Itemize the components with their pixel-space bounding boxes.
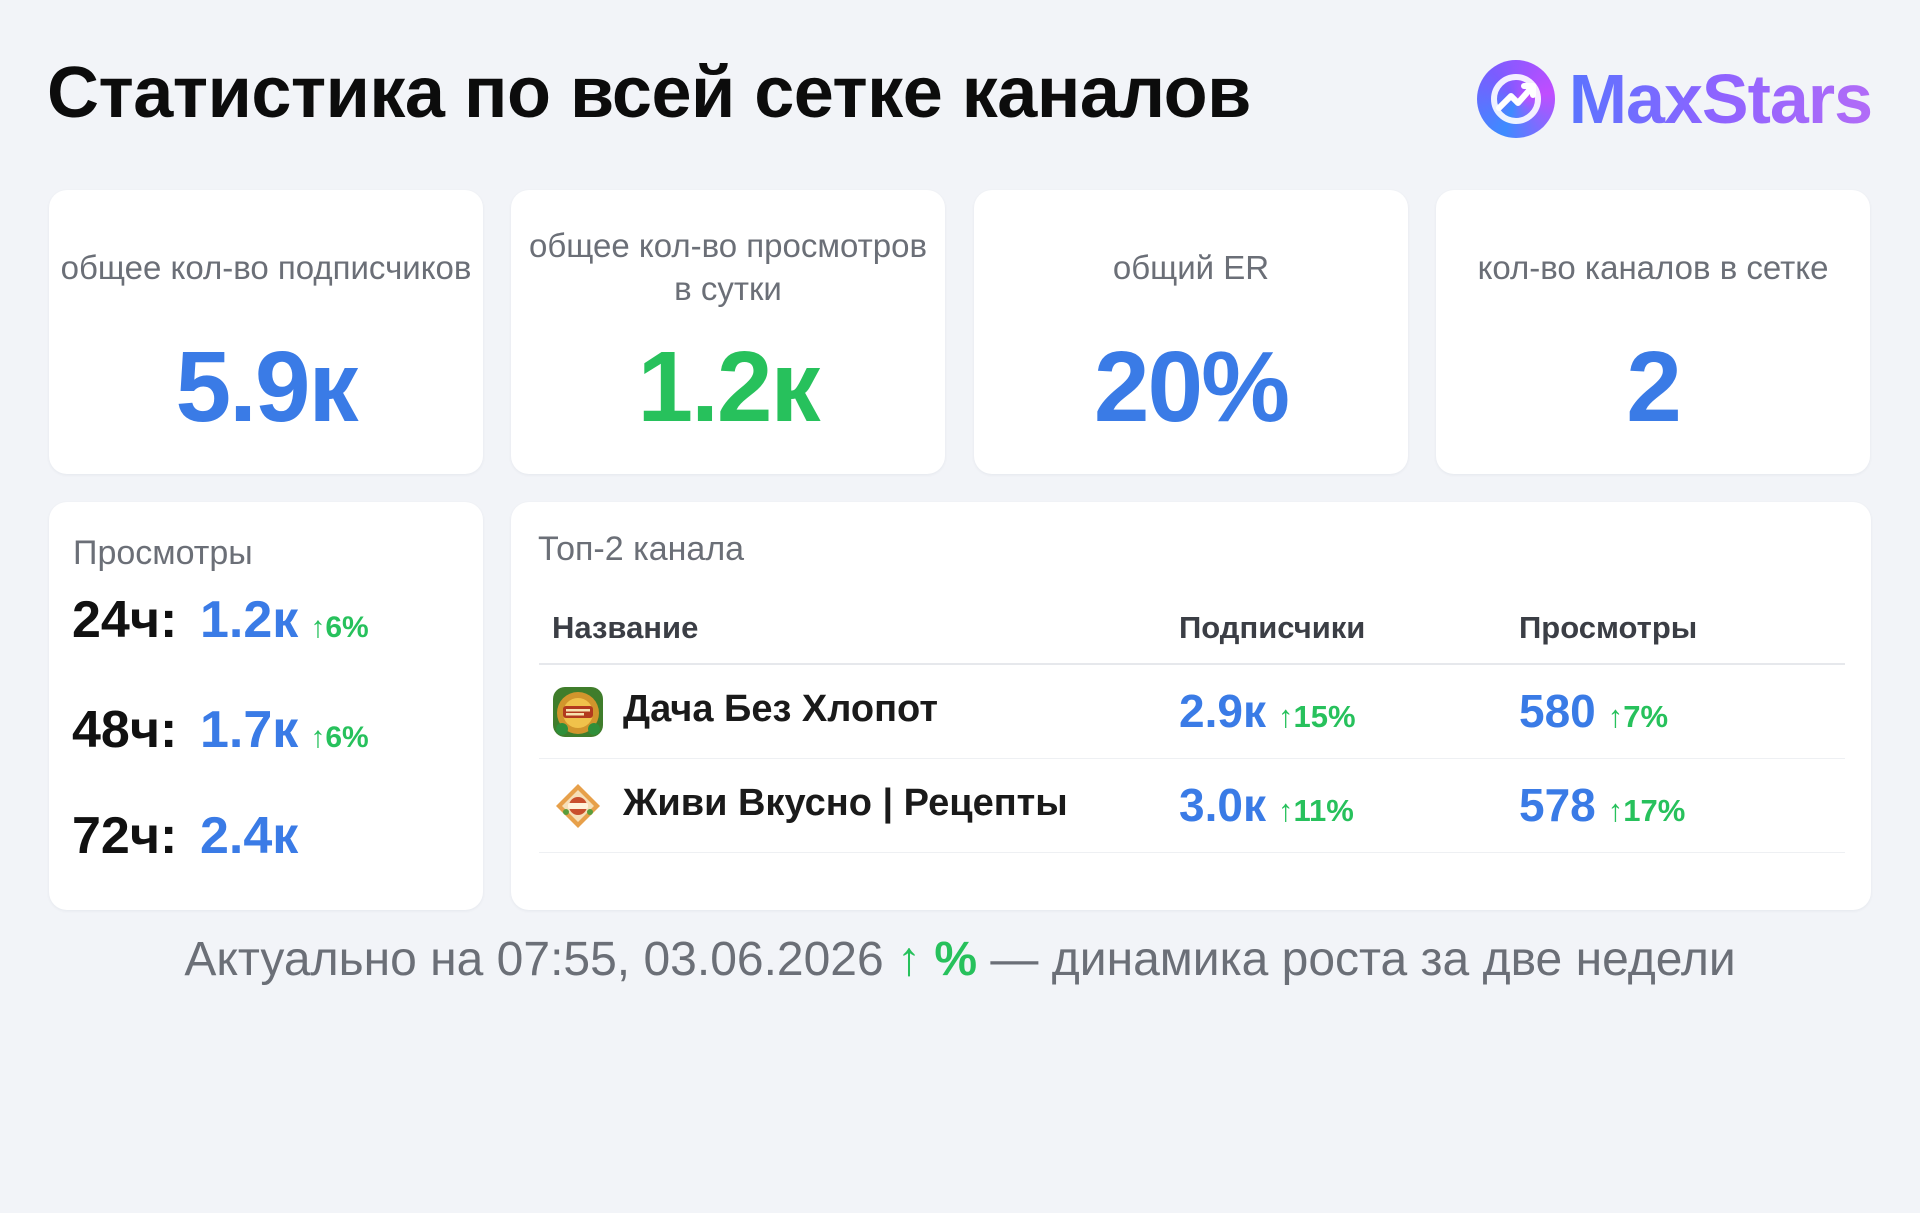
views-value: 580	[1519, 685, 1596, 737]
maxstars-logo-icon	[1476, 60, 1555, 138]
page-title: Статистика по всей сетке каналов	[47, 53, 1251, 133]
views-delta: ↑7%	[1607, 699, 1669, 734]
column-header-subscribers: Подписчики	[1179, 610, 1366, 645]
stat-card-daily-views: общее кол-во просмотров в сутки 1.2к	[511, 190, 945, 474]
views-value: 2.4к	[200, 807, 299, 865]
stat-value: 20%	[1093, 331, 1290, 443]
stat-card-channel-count: кол-во каналов в сетке 2	[1436, 190, 1870, 474]
views-card: Просмотры 24ч: 1.2к ↑6% 48ч: 1.7к ↑6% 72…	[49, 502, 483, 910]
views-title: Просмотры	[73, 534, 253, 572]
row-divider	[539, 852, 1845, 853]
growth-marker: ↑ %	[897, 933, 978, 986]
stat-value: 5.9к	[175, 331, 358, 443]
views-period: 48ч:	[72, 701, 178, 759]
channel-name: Живи Вкусно | Рецепты	[623, 782, 1068, 824]
stat-label: общее кол-во подписчиков	[60, 248, 472, 286]
views-value: 1.7к	[200, 701, 299, 759]
stat-value: 2	[1626, 331, 1682, 443]
dacha-channel-icon	[553, 687, 603, 737]
footer-explanation: — динамика роста за две недели	[990, 933, 1736, 986]
views-row-48h: 48ч: 1.7к ↑6%	[72, 700, 369, 760]
stat-label: кол-во каналов в сетке	[1477, 248, 1829, 286]
column-header-name: Название	[552, 610, 699, 645]
views-period: 72ч:	[72, 807, 178, 865]
views-period: 24ч:	[72, 591, 178, 649]
subscribers-value: 2.9к	[1179, 685, 1266, 737]
header-divider	[539, 663, 1845, 665]
row-divider	[539, 758, 1845, 759]
zhivi-vkusno-channel-icon	[553, 781, 603, 831]
subscribers-value: 3.0к	[1179, 779, 1266, 831]
views-cell: 578 ↑17%	[1519, 778, 1685, 832]
stat-card-subscribers: общее кол-во подписчиков 5.9к	[49, 190, 483, 474]
subscribers-cell: 3.0к ↑11%	[1179, 778, 1354, 832]
views-delta: ↑17%	[1607, 793, 1686, 828]
views-row-72h: 72ч: 2.4к	[72, 806, 298, 866]
top-channels-card: Топ-2 канала Название Подписчики Просмот…	[511, 502, 1871, 910]
stat-label: общий ER	[1112, 248, 1270, 286]
brand: MaxStars	[1476, 58, 1873, 140]
views-value: 578	[1519, 779, 1596, 831]
subscribers-delta: ↑11%	[1277, 793, 1354, 828]
views-cell: 580 ↑7%	[1519, 684, 1668, 738]
footer-timestamp: Актуально на 07:55, 03.06.2026	[184, 933, 884, 986]
views-delta: ↑6%	[310, 611, 369, 644]
views-row-24h: 24ч: 1.2к ↑6%	[72, 590, 369, 650]
views-delta: ↑6%	[310, 721, 369, 754]
stat-card-er: общий ER 20%	[974, 190, 1408, 474]
footer-note: Актуально на 07:55, 03.06.2026 ↑ % — дин…	[0, 932, 1920, 987]
top-channels-title: Топ-2 канала	[538, 530, 745, 568]
table-row[interactable]: Дача Без Хлопот 2.9к ↑15% 580 ↑7%	[511, 666, 1871, 758]
column-header-views: Просмотры	[1519, 610, 1698, 645]
subscribers-delta: ↑15%	[1277, 699, 1356, 734]
table-row[interactable]: Живи Вкусно | Рецепты 3.0к ↑11% 578 ↑17%	[511, 760, 1871, 852]
stat-value: 1.2к	[637, 331, 820, 443]
brand-name: MaxStars	[1568, 60, 1873, 138]
subscribers-cell: 2.9к ↑15%	[1179, 684, 1356, 738]
stat-label: общее кол-во просмотров в сутки	[528, 227, 927, 307]
channel-name: Дача Без Хлопот	[623, 688, 938, 730]
views-value: 1.2к	[200, 591, 299, 649]
